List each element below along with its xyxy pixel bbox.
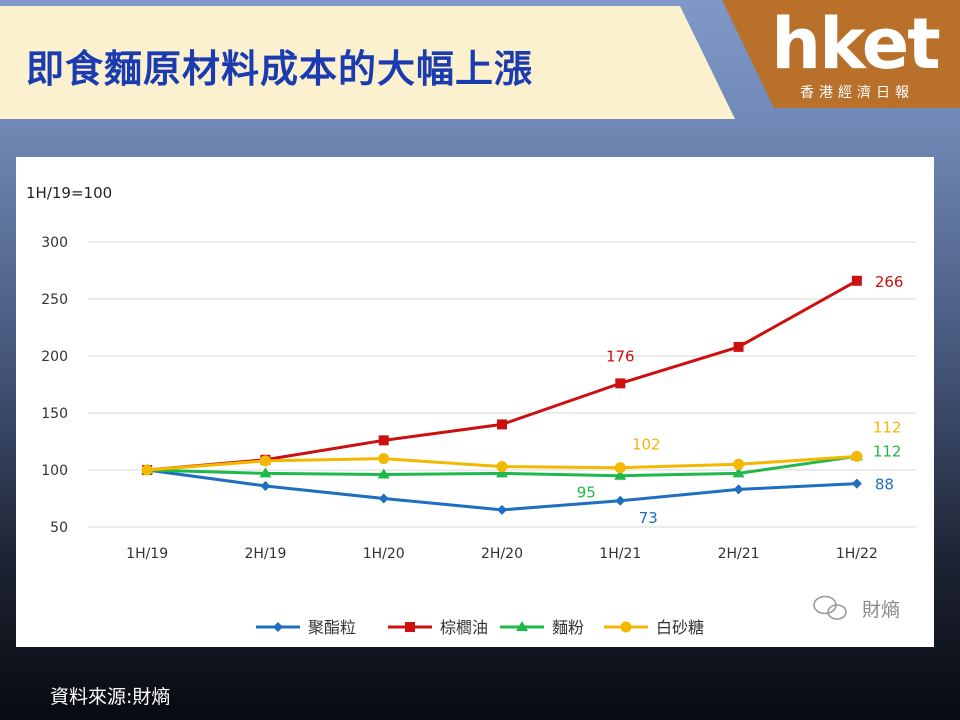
x-tick-label: 1H/22 <box>836 546 878 562</box>
data-labels: 73 88 176 266 95 112 102 112 <box>577 273 904 527</box>
data-point <box>733 341 744 352</box>
y-tick-label: 50 <box>50 520 68 536</box>
data-point <box>497 419 507 430</box>
data-point <box>496 467 508 478</box>
data-point <box>614 469 627 480</box>
legend-marker <box>273 622 283 632</box>
data-point <box>732 467 745 478</box>
y-tick-label: 100 <box>41 463 68 479</box>
data-point <box>614 462 626 474</box>
axis-labels: 50 100 150 200 250 300 1H/19 2H/19 1H/20 2H/20 1H/… <box>41 235 878 562</box>
line-chart: 1H/19=100 50 100 150 200 250 300 1H/19 2H/19 1H/… <box>26 184 916 637</box>
data-point <box>851 450 863 462</box>
x-tick-label: 1H/21 <box>599 546 641 562</box>
unit-label: 1H/19=100 <box>26 184 112 202</box>
x-tick-label: 2H/19 <box>244 546 286 562</box>
y-tick-label: 200 <box>41 349 68 365</box>
title-banner <box>0 6 735 119</box>
hket-logo-subtitle: 香港經濟日報 <box>800 85 914 101</box>
data-point <box>615 495 626 506</box>
data-point <box>378 435 389 446</box>
legend-label: 聚酯粒 <box>308 618 356 637</box>
x-tick-label: 2H/21 <box>718 546 760 562</box>
data-point <box>497 504 507 515</box>
data-point <box>733 458 745 470</box>
data-label: 73 <box>639 509 658 527</box>
x-tick-label: 2H/20 <box>481 546 523 562</box>
data-point <box>377 468 390 479</box>
data-point <box>851 478 862 489</box>
data-label: 112 <box>873 442 902 460</box>
y-tick-label: 300 <box>41 235 68 251</box>
legend-marker <box>405 622 415 632</box>
legend-marker <box>516 621 528 631</box>
data-point <box>259 467 272 478</box>
watermark: 財熵 <box>813 595 900 621</box>
page-title: 即食麵原材料成本的大幅上漲 <box>26 47 534 91</box>
grid-lines <box>88 241 916 528</box>
data-point <box>851 275 862 286</box>
data-label: 88 <box>875 476 894 494</box>
watermark-text: 財熵 <box>862 599 900 621</box>
data-point <box>615 378 626 389</box>
data-label: 102 <box>632 436 661 454</box>
data-point <box>378 493 389 504</box>
data-point <box>260 480 271 491</box>
data-point <box>378 453 390 465</box>
legend-marker <box>620 621 632 633</box>
hket-logo: hket <box>771 3 940 85</box>
wechat-icon <box>813 595 847 620</box>
data-label: 112 <box>873 418 902 436</box>
x-tick-label: 1H/19 <box>126 546 168 562</box>
series-line-1 <box>147 279 858 472</box>
data-point <box>496 461 508 473</box>
y-tick-label: 250 <box>41 292 68 308</box>
legend-label: 麵粉 <box>552 618 584 637</box>
legend-label: 棕櫚油 <box>440 618 488 637</box>
data-point <box>141 464 153 476</box>
legend-label: 白砂糖 <box>656 618 704 637</box>
x-tick-label: 1H/20 <box>363 546 405 562</box>
y-tick-label: 150 <box>41 406 68 422</box>
data-label: 176 <box>606 347 635 365</box>
legend: 聚酯粒 棕櫚油 麵粉 白砂糖 <box>256 618 704 637</box>
data-label: 266 <box>875 273 904 291</box>
data-point <box>733 484 744 495</box>
series-lines <box>141 275 863 515</box>
source-note: 資料來源:財熵 <box>50 686 171 708</box>
data-point <box>259 455 271 467</box>
chart-panel: 1H/19=100 50 100 150 200 250 300 1H/19 2H/19 1H/… <box>16 157 934 647</box>
data-label: 95 <box>577 484 596 502</box>
